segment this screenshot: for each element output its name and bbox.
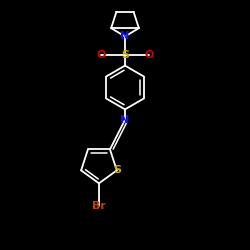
Text: S: S [121,50,129,60]
Text: N: N [120,32,130,42]
Text: O: O [144,50,154,60]
Text: Br: Br [92,201,106,211]
Text: S: S [113,166,121,175]
Text: O: O [96,50,106,60]
Text: N: N [120,115,130,125]
